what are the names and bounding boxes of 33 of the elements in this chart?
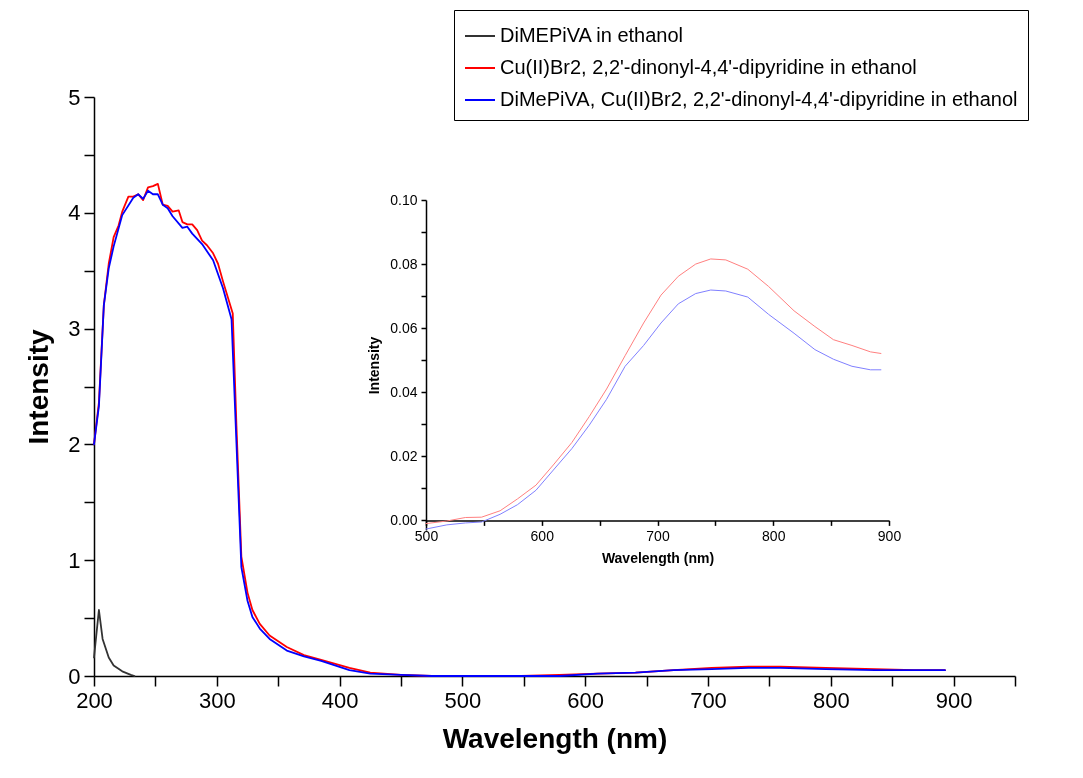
legend-label: Cu(II)Br2, 2,2'-dinonyl-4,4'-dipyridine in ethanol <box>500 56 917 78</box>
x-tick-label: 800 <box>812 687 850 713</box>
y-tick-label: 0.06 <box>390 319 418 336</box>
x-axis-title: Wavelength (nm) <box>442 722 668 754</box>
x-tick-label: 800 <box>762 527 786 544</box>
x-tick-label: 200 <box>76 687 113 713</box>
y-tick-label: 0.02 <box>390 447 418 464</box>
x-tick-label: 500 <box>444 687 482 713</box>
y-tick-label: 1 <box>68 547 81 573</box>
y-tick-label: 0.00 <box>390 511 418 528</box>
x-tick-label: 600 <box>567 687 605 713</box>
legend-label: DiMEPiVA in ethanol <box>500 24 684 46</box>
y-axis-title: Intensity <box>23 329 55 445</box>
x-tick-label: 400 <box>321 687 359 713</box>
y-tick-label: 0.04 <box>390 383 418 400</box>
y-tick-label: 0 <box>68 663 81 689</box>
x-tick-label: 600 <box>530 527 555 544</box>
y-tick-label: 5 <box>68 84 81 110</box>
x-tick-label: 900 <box>877 527 902 544</box>
y-axis-title: Intensity <box>366 336 383 395</box>
x-tick-label: 700 <box>690 687 727 713</box>
y-tick-label: 4 <box>68 200 81 226</box>
y-tick-label: 0.10 <box>390 191 418 208</box>
x-tick-label: 500 <box>414 527 439 544</box>
y-tick-label: 2 <box>68 431 81 457</box>
x-tick-label: 900 <box>935 687 973 713</box>
y-tick-label: 3 <box>68 316 81 342</box>
x-axis-title: Wavelength (nm) <box>601 549 715 566</box>
line-series <box>93 609 136 677</box>
legend-label: DiMePiVA, Cu(II)Br2, 2,2'-dinonyl-4,4'-dipyridine in ethanol <box>500 88 1018 110</box>
x-tick-label: 700 <box>646 527 670 544</box>
x-tick-label: 300 <box>198 687 236 713</box>
y-tick-label: 0.08 <box>390 255 418 272</box>
